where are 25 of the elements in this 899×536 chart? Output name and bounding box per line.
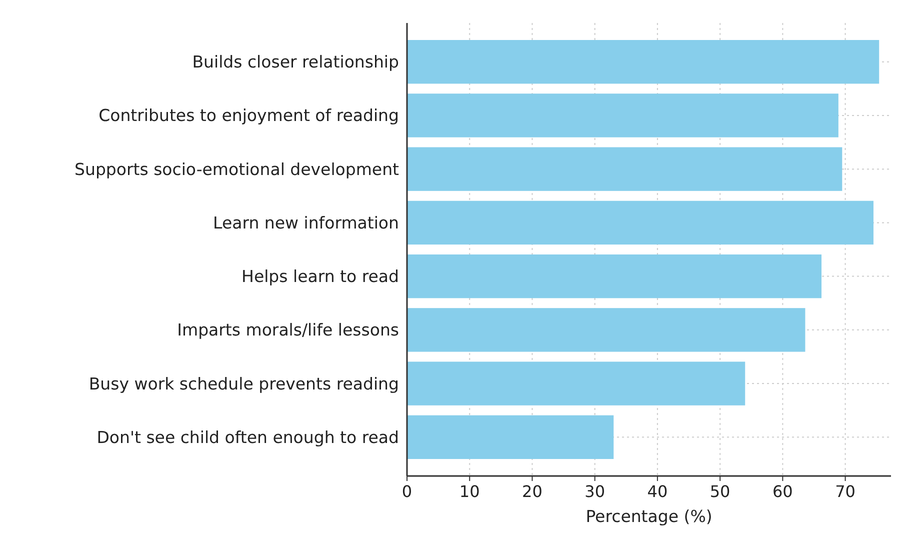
bar [407,200,874,245]
bar [407,147,842,191]
bar [407,308,806,352]
y-tick-label: Learn new information [213,213,399,232]
bar [407,40,880,84]
x-tick-label: 40 [647,482,668,501]
x-tick-label: 0 [402,482,412,501]
y-tick-label: Busy work schedule prevents reading [88,374,399,394]
x-axis-title: Percentage (%) [586,507,712,526]
y-tick-label: Helps learn to read [242,267,399,286]
x-tick-label: 20 [522,482,542,501]
x-tick-label: 50 [710,482,730,501]
bar [407,415,614,459]
x-tick-label: 60 [772,482,793,501]
bar [407,362,746,406]
x-tick-label: 70 [835,482,856,501]
y-tick-label: Builds closer relationship [192,52,399,72]
bar [407,254,822,298]
y-tick-label: Imparts morals/life lessons [177,320,399,340]
y-tick-label: Don't see child often enough to read [96,428,399,447]
y-tick-label: Supports socio-emotional development [74,160,400,179]
bar [407,94,838,138]
x-tick-label: 30 [584,482,606,501]
y-tick-label: Contributes to enjoyment of reading [98,106,399,126]
x-tick-label: 10 [459,482,480,501]
